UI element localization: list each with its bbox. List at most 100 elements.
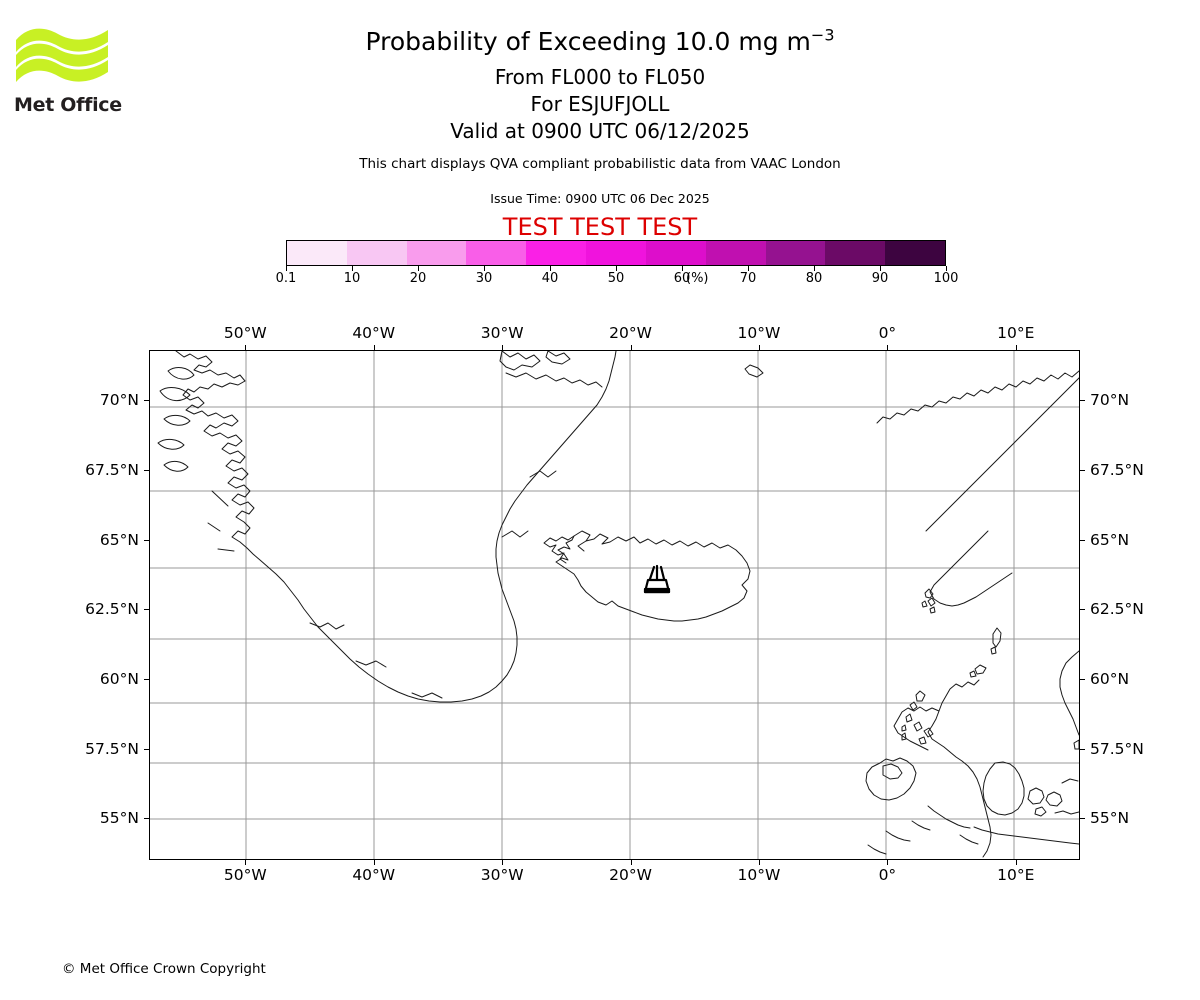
lat-label-right-6: 70°N — [1090, 391, 1130, 410]
colorbar-ticks — [286, 266, 947, 272]
volcano-icon — [643, 564, 671, 594]
lat-label-right-1: 57.5°N — [1090, 739, 1144, 758]
colorbar-bands — [286, 240, 946, 266]
colorbar-tick-1 — [352, 266, 353, 271]
colorbar-band-8 — [765, 241, 826, 265]
lon-label-bottom-1: 40°W — [352, 866, 396, 884]
lon-label-top-1: 40°W — [352, 324, 396, 342]
colorbar-band-0 — [287, 241, 347, 265]
lon-tick-top-4 — [758, 345, 760, 350]
graticule-gridlines — [150, 351, 1079, 859]
lon-tick-bottom-4 — [758, 860, 760, 865]
colorbar-tick-0 — [286, 266, 287, 271]
lon-label-top-2: 30°W — [480, 324, 524, 342]
page-title: Probability of Exceeding 10.0 mg m−3 — [0, 0, 1200, 54]
lon-label-top-5: 0° — [878, 324, 897, 342]
map-plot-area[interactable] — [149, 350, 1080, 860]
lat-label-left-3: 62.5°N — [85, 600, 139, 619]
colorbar-band-1 — [346, 241, 407, 265]
lat-label-left-1: 57.5°N — [85, 739, 139, 758]
lat-tick-right-5 — [1080, 469, 1085, 471]
lat-tick-left-6 — [144, 400, 149, 402]
page-title-text: Probability of Exceeding 10.0 mg m — [365, 27, 811, 56]
lat-tick-left-1 — [144, 748, 149, 750]
met-office-waves-icon — [16, 28, 108, 82]
issue-time: Issue Time: 0900 UTC 06 Dec 2025 — [490, 191, 710, 206]
colorbar-band-5 — [586, 241, 646, 265]
lat-tick-left-0 — [144, 818, 149, 820]
lon-label-bottom-3: 20°W — [609, 866, 652, 884]
lon-tick-bottom-1 — [373, 860, 375, 865]
lon-label-bottom-6: 10°E — [997, 866, 1035, 884]
colorbar-tick-label-9: 90 — [871, 271, 889, 286]
colorbar-band-9 — [825, 241, 886, 265]
volcano-name-line: For ESJUFJOLL — [530, 92, 670, 116]
page-title-exponent: −3 — [810, 25, 835, 45]
colorbar-tick-7 — [748, 266, 749, 271]
lon-label-bottom-5: 0° — [878, 866, 897, 884]
lat-tick-left-5 — [144, 469, 149, 471]
qva-compliance-note: This chart displays QVA compliant probab… — [359, 156, 841, 172]
colorbar-tick-label-3: 30 — [475, 271, 493, 286]
colorbar-tick-labels: 0.1 10 20 30 40 50 60 70 80 90 100 — [276, 271, 959, 291]
lon-label-top-6: 10°E — [997, 324, 1035, 342]
colorbar-tick-label-5: 50 — [607, 271, 625, 286]
lat-label-right-5: 67.5°N — [1090, 460, 1144, 479]
lat-tick-left-3 — [144, 609, 149, 611]
lat-tick-left-2 — [144, 678, 149, 680]
lat-tick-right-3 — [1080, 609, 1085, 611]
met-office-logo-text: Met Office — [14, 94, 122, 116]
colorbar-tick-label-7: 70 — [739, 271, 757, 286]
colorbar-tick-label-8: 80 — [805, 271, 823, 286]
colorbar-tick-label-10: 100 — [933, 271, 959, 286]
colorbar-band-2 — [406, 241, 467, 265]
colorbar-tick-4 — [550, 266, 551, 271]
lon-tick-top-2 — [502, 345, 504, 350]
lat-label-left-6: 70°N — [99, 391, 139, 410]
colorbar-band-4 — [526, 241, 587, 265]
colorbar-tick-2 — [418, 266, 419, 271]
lat-label-right-4: 65°N — [1090, 530, 1130, 549]
lon-label-bottom-2: 30°W — [480, 866, 524, 884]
lat-label-right-0: 55°N — [1090, 809, 1130, 828]
lat-tick-right-6 — [1080, 400, 1085, 402]
colorbar-band-10 — [885, 241, 945, 265]
colorbar-band-6 — [645, 241, 706, 265]
lon-tick-top-5 — [887, 345, 889, 350]
colorbar-band-7 — [705, 241, 766, 265]
chart-title-block: Probability of Exceeding 10.0 mg m−3 Fro… — [0, 0, 1200, 145]
colorbar-tick-3 — [484, 266, 485, 271]
map-canvas — [150, 351, 1079, 859]
lon-tick-top-0 — [245, 345, 247, 350]
lon-tick-bottom-3 — [630, 860, 632, 865]
valid-time-line: Valid at 0900 UTC 06/12/2025 — [450, 119, 750, 143]
lat-tick-right-4 — [1080, 539, 1085, 541]
lat-label-right-2: 60°N — [1090, 669, 1130, 688]
lon-label-bottom-0: 50°W — [223, 866, 267, 884]
lon-tick-top-3 — [630, 345, 632, 350]
lat-label-left-2: 60°N — [99, 669, 139, 688]
colorbar-tick-label-2: 20 — [409, 271, 427, 286]
flight-level-range: From FL000 to FL050 — [494, 65, 706, 89]
lon-tick-bottom-0 — [245, 860, 247, 865]
colorbar-tick-label-6: 60 — [673, 271, 691, 286]
lon-label-top-3: 20°W — [609, 324, 652, 342]
lat-tick-left-4 — [144, 539, 149, 541]
met-office-logo: Met Office — [14, 22, 124, 118]
lat-tick-right-1 — [1080, 748, 1085, 750]
lat-label-right-3: 62.5°N — [1090, 600, 1144, 619]
lon-tick-top-6 — [1015, 345, 1017, 350]
colorbar-tick-10 — [946, 266, 947, 271]
colorbar-tick-8 — [814, 266, 815, 271]
lon-label-top-4: 10°W — [737, 324, 781, 342]
lon-tick-top-1 — [373, 345, 375, 350]
colorbar-tick-5 — [616, 266, 617, 271]
colorbar-tick-9 — [880, 266, 881, 271]
lat-tick-right-2 — [1080, 678, 1085, 680]
probability-colorbar: 0.1 10 20 30 40 50 60 70 80 90 100 — [276, 240, 958, 286]
lat-tick-right-0 — [1080, 818, 1085, 820]
copyright-notice: © Met Office Crown Copyright — [62, 961, 266, 977]
test-banner: TEST TEST TEST — [502, 213, 698, 241]
colorbar-tick-label-1: 10 — [343, 271, 361, 286]
lat-label-left-5: 67.5°N — [85, 460, 139, 479]
